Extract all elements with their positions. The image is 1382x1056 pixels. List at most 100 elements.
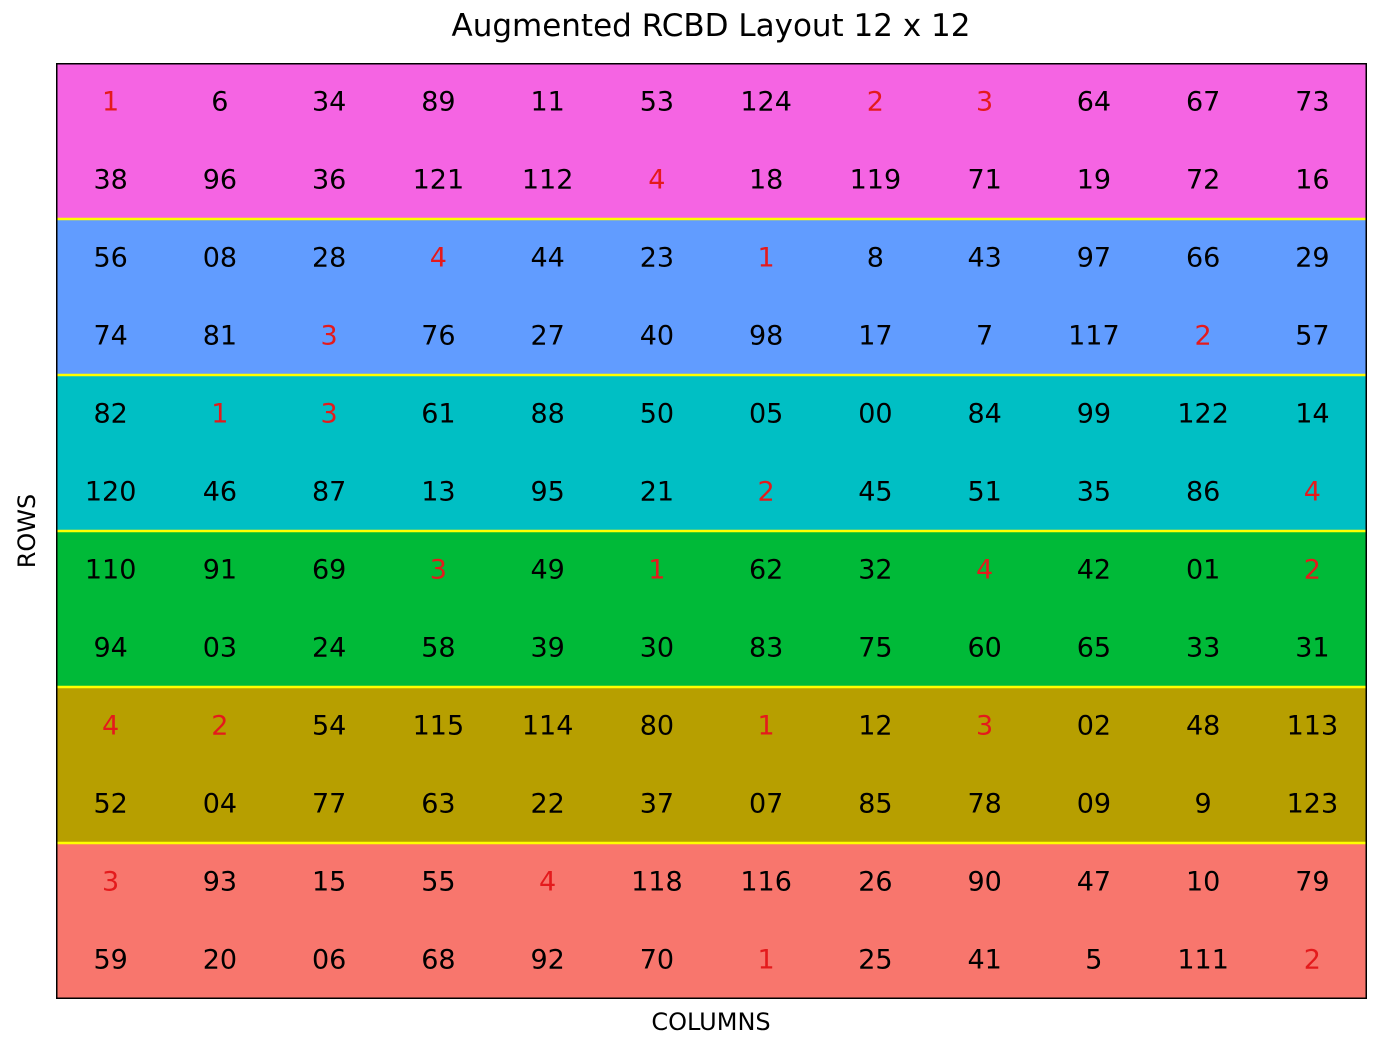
block-5-band [56, 687, 1367, 843]
plot-cell-r8-c9: 60 [967, 633, 1001, 664]
plot-cell-r6-c3: 87 [312, 477, 346, 508]
plot-cell-r9-c1: 4 [102, 711, 119, 742]
plot-cell-r1-c3: 34 [312, 87, 346, 118]
plot-cell-r1-c8: 2 [867, 87, 884, 118]
plot-cell-r11-c3: 15 [312, 867, 346, 898]
plot-cell-r11-c10: 47 [1077, 867, 1111, 898]
plot-cell-r10-c7: 07 [749, 789, 783, 820]
plot-cell-r6-c4: 13 [421, 477, 455, 508]
plot-cell-r2-c7: 18 [749, 165, 783, 196]
plot-cell-r12-c3: 06 [312, 945, 346, 976]
block-4-band [56, 531, 1367, 687]
plot-cell-r11-c5: 4 [539, 867, 556, 898]
plot-cell-r7-c5: 49 [530, 555, 564, 586]
plot-cell-r7-c11: 01 [1186, 555, 1220, 586]
plot-cell-r8-c5: 39 [530, 633, 564, 664]
plot-cell-r8-c11: 33 [1186, 633, 1220, 664]
plot-cell-r3-c9: 43 [967, 243, 1001, 274]
plot-cell-r9-c7: 1 [758, 711, 775, 742]
plot-cell-r10-c9: 78 [967, 789, 1001, 820]
plot-cell-r3-c5: 44 [530, 243, 564, 274]
plot-cell-r2-c1: 38 [93, 165, 127, 196]
plot-cell-r2-c11: 72 [1186, 165, 1220, 196]
plot-cell-r5-c11: 122 [1177, 399, 1229, 430]
plot-cell-r9-c6: 80 [640, 711, 674, 742]
plot-cell-r11-c2: 93 [203, 867, 237, 898]
plot-cell-r3-c4: 4 [430, 243, 447, 274]
plot-cell-r8-c8: 75 [858, 633, 892, 664]
plot-cell-r10-c10: 09 [1077, 789, 1111, 820]
block-6-band [56, 843, 1367, 999]
plot-cell-r9-c3: 54 [312, 711, 346, 742]
plot-cell-r9-c4: 115 [413, 711, 465, 742]
plot-cell-r3-c8: 8 [867, 243, 884, 274]
plot-cell-r9-c8: 12 [858, 711, 892, 742]
plot-cell-r12-c5: 92 [530, 945, 564, 976]
plot-cell-r11-c1: 3 [102, 867, 119, 898]
plot-cell-r12-c12: 2 [1304, 945, 1321, 976]
plot-cell-r4-c4: 76 [421, 321, 455, 352]
plot-cell-r3-c10: 97 [1077, 243, 1111, 274]
plot-cell-r3-c12: 29 [1295, 243, 1329, 274]
plot-cell-r4-c10: 117 [1068, 321, 1120, 352]
plot-cell-r3-c7: 1 [758, 243, 775, 274]
y-axis-label: ROWS [13, 493, 41, 569]
plot-cell-r8-c4: 58 [421, 633, 455, 664]
plot-cell-r7-c3: 69 [312, 555, 346, 586]
plot-cell-r5-c3: 3 [321, 399, 338, 430]
plot-cell-r5-c12: 14 [1295, 399, 1329, 430]
plot-cell-r9-c9: 3 [976, 711, 993, 742]
plot-cell-r1-c4: 89 [421, 87, 455, 118]
x-axis-label: COLUMNS [651, 1008, 771, 1036]
plot-cell-r4-c7: 98 [749, 321, 783, 352]
plot-cell-r2-c3: 36 [312, 165, 346, 196]
plot-cell-r7-c9: 4 [976, 555, 993, 586]
plot-cell-r2-c10: 19 [1077, 165, 1111, 196]
plot-cell-r2-c6: 4 [648, 165, 665, 196]
block-2-band [56, 219, 1367, 375]
plot-cell-r11-c8: 26 [858, 867, 892, 898]
plot-cell-r8-c7: 83 [749, 633, 783, 664]
plot-cell-r1-c11: 67 [1186, 87, 1220, 118]
plot-cell-r6-c8: 45 [858, 477, 892, 508]
plot-cell-r4-c9: 7 [976, 321, 993, 352]
plot-cell-r2-c2: 96 [203, 165, 237, 196]
plot-cell-r6-c7: 2 [758, 477, 775, 508]
plot-cell-r7-c6: 1 [648, 555, 665, 586]
block-3-band [56, 375, 1367, 531]
plot-cell-r7-c1: 110 [85, 555, 137, 586]
plot-cell-r1-c1: 1 [102, 87, 119, 118]
plot-cell-r5-c8: 00 [858, 399, 892, 430]
plot-cell-r1-c7: 124 [740, 87, 792, 118]
plot-cell-r10-c12: 123 [1287, 789, 1339, 820]
plot-cell-r10-c2: 04 [203, 789, 237, 820]
plot-cell-r4-c11: 2 [1195, 321, 1212, 352]
plot-cell-r11-c4: 55 [421, 867, 455, 898]
plot-cell-r6-c1: 120 [85, 477, 137, 508]
plot-area: 1 6 34 89 11 53 124 2 3 64 67 73 38 96 36 121 112 4 18 119 7… [56, 63, 1367, 999]
plot-cell-r4-c1: 74 [93, 321, 127, 352]
plot-cell-r9-c10: 02 [1077, 711, 1111, 742]
plot-cell-r10-c4: 63 [421, 789, 455, 820]
plot-cell-r12-c9: 41 [967, 945, 1001, 976]
plot-cell-r4-c5: 27 [530, 321, 564, 352]
plot-cell-r9-c5: 114 [522, 711, 574, 742]
plot-cell-r12-c7: 1 [758, 945, 775, 976]
plot-cell-r10-c3: 77 [312, 789, 346, 820]
plot-cell-r2-c9: 71 [967, 165, 1001, 196]
plot-cell-r12-c1: 59 [93, 945, 127, 976]
plot-cell-r12-c2: 20 [203, 945, 237, 976]
plot-cell-r6-c12: 4 [1304, 477, 1321, 508]
plot-cell-r5-c6: 50 [640, 399, 674, 430]
plot-cell-r11-c12: 79 [1295, 867, 1329, 898]
plot-cell-r12-c6: 70 [640, 945, 674, 976]
plot-cell-r4-c8: 17 [858, 321, 892, 352]
plot-cell-r1-c9: 3 [976, 87, 993, 118]
plot-cell-r5-c1: 82 [93, 399, 127, 430]
plot-cell-r9-c11: 48 [1186, 711, 1220, 742]
plot-cell-r7-c4: 3 [430, 555, 447, 586]
plot-cell-r8-c2: 03 [203, 633, 237, 664]
plot-cell-r3-c3: 28 [312, 243, 346, 274]
plot-cell-r10-c11: 9 [1195, 789, 1212, 820]
plot-cell-r8-c3: 24 [312, 633, 346, 664]
